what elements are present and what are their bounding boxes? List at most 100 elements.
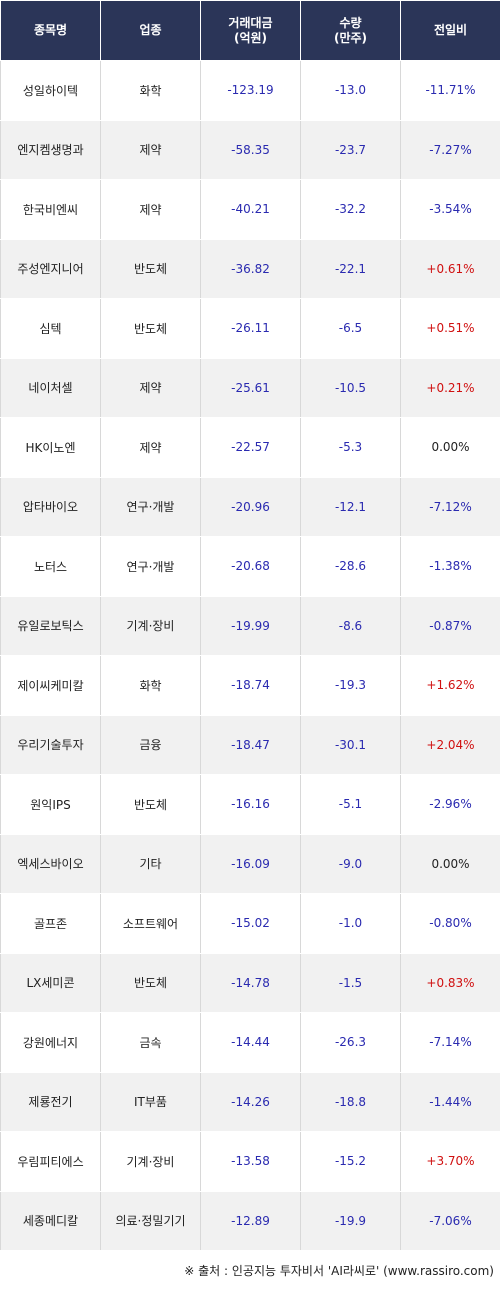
amount-cell: -22.57	[200, 417, 301, 478]
volume-cell: -5.3	[300, 417, 401, 478]
table-row: 원익IPS 반도체 -16.16 -5.1 -2.96%	[0, 774, 500, 835]
sector-cell: 화학	[100, 655, 201, 716]
stock-name-cell: 주성엔지니어	[0, 239, 101, 299]
stock-name-cell: 심텍	[0, 298, 101, 359]
amount-cell: -14.44	[200, 1012, 301, 1073]
stock-name-cell: 한국비엔씨	[0, 179, 101, 240]
amount-cell: -16.09	[200, 834, 301, 894]
header-volume: 수량 (만주)	[300, 0, 401, 61]
stock-name-cell: 원익IPS	[0, 774, 101, 835]
stock-name-cell: 우리기술투자	[0, 715, 101, 775]
amount-cell: -19.99	[200, 596, 301, 656]
stock-name-cell: 성일하이텍	[0, 60, 101, 121]
change-cell: -7.12%	[400, 477, 500, 537]
sector-cell: 제약	[100, 179, 201, 240]
change-cell: -1.38%	[400, 536, 500, 597]
table-row: 엔지켐생명과 제약 -58.35 -23.7 -7.27%	[0, 120, 500, 180]
amount-cell: -58.35	[200, 120, 301, 180]
table-row: 네이처셀 제약 -25.61 -10.5 +0.21%	[0, 358, 500, 418]
table-row: 제룡전기 IT부품 -14.26 -18.8 -1.44%	[0, 1072, 500, 1132]
volume-cell: -19.3	[300, 655, 401, 716]
amount-cell: -18.74	[200, 655, 301, 716]
table-row: 강원에너지 금속 -14.44 -26.3 -7.14%	[0, 1012, 500, 1073]
sector-cell: 의료·정밀기기	[100, 1191, 201, 1251]
change-cell: +2.04%	[400, 715, 500, 775]
volume-cell: -12.1	[300, 477, 401, 537]
sector-cell: 기계·장비	[100, 596, 201, 656]
volume-cell: -13.0	[300, 60, 401, 121]
stock-name-cell: 골프존	[0, 893, 101, 954]
sector-cell: 화학	[100, 60, 201, 121]
volume-cell: -9.0	[300, 834, 401, 894]
sector-cell: 기계·장비	[100, 1131, 201, 1192]
change-cell: -0.87%	[400, 596, 500, 656]
table-row: 유일로보틱스 기계·장비 -19.99 -8.6 -0.87%	[0, 596, 500, 656]
stock-name-cell: HK이노엔	[0, 417, 101, 478]
volume-cell: -28.6	[300, 536, 401, 597]
stock-name-cell: 세종메디칼	[0, 1191, 101, 1251]
table-row: 엑세스바이오 기타 -16.09 -9.0 0.00%	[0, 834, 500, 894]
table-row: 노터스 연구·개발 -20.68 -28.6 -1.38%	[0, 536, 500, 597]
table-row: HK이노엔 제약 -22.57 -5.3 0.00%	[0, 417, 500, 478]
volume-cell: -32.2	[300, 179, 401, 240]
change-cell: +3.70%	[400, 1131, 500, 1192]
amount-cell: -14.26	[200, 1072, 301, 1132]
sector-cell: 제약	[100, 417, 201, 478]
volume-cell: -26.3	[300, 1012, 401, 1073]
volume-cell: -15.2	[300, 1131, 401, 1192]
amount-cell: -36.82	[200, 239, 301, 299]
stock-name-cell: 노터스	[0, 536, 101, 597]
table-row: 우리기술투자 금융 -18.47 -30.1 +2.04%	[0, 715, 500, 775]
amount-cell: -123.19	[200, 60, 301, 121]
change-cell: +0.83%	[400, 953, 500, 1013]
change-cell: -1.44%	[400, 1072, 500, 1132]
change-cell: -3.54%	[400, 179, 500, 240]
volume-cell: -23.7	[300, 120, 401, 180]
stock-name-cell: 유일로보틱스	[0, 596, 101, 656]
sector-cell: 반도체	[100, 239, 201, 299]
sector-cell: 금융	[100, 715, 201, 775]
table-row: 성일하이텍 화학 -123.19 -13.0 -11.71%	[0, 60, 500, 121]
source-note: ※ 출처 : 인공지능 투자비서 'AI라씨로' (www.rassiro.co…	[184, 1264, 494, 1278]
stock-table: 종목명 업종 거래대금 (억원) 수량 (만주) 전일비 성일하이텍 화학 -123…	[0, 0, 500, 1251]
table-row: 한국비엔씨 제약 -40.21 -32.2 -3.54%	[0, 179, 500, 240]
sector-cell: IT부품	[100, 1072, 201, 1132]
change-cell: -0.80%	[400, 893, 500, 954]
sector-cell: 연구·개발	[100, 477, 201, 537]
amount-cell: -13.58	[200, 1131, 301, 1192]
sector-cell: 제약	[100, 358, 201, 418]
table-row: 세종메디칼 의료·정밀기기 -12.89 -19.9 -7.06%	[0, 1191, 500, 1251]
volume-cell: -1.5	[300, 953, 401, 1013]
sector-cell: 금속	[100, 1012, 201, 1073]
table-row: 심텍 반도체 -26.11 -6.5 +0.51%	[0, 298, 500, 359]
change-cell: 0.00%	[400, 834, 500, 894]
header-amount: 거래대금 (억원)	[200, 0, 301, 61]
change-cell: +0.61%	[400, 239, 500, 299]
sector-cell: 소프트웨어	[100, 893, 201, 954]
volume-cell: -19.9	[300, 1191, 401, 1251]
volume-cell: -8.6	[300, 596, 401, 656]
change-cell: -11.71%	[400, 60, 500, 121]
table-row: 제이씨케미칼 화학 -18.74 -19.3 +1.62%	[0, 655, 500, 716]
change-cell: -2.96%	[400, 774, 500, 835]
header-name: 종목명	[0, 0, 101, 61]
amount-cell: -26.11	[200, 298, 301, 359]
header-sector: 업종	[100, 0, 201, 61]
table-row: 주성엔지니어 반도체 -36.82 -22.1 +0.61%	[0, 239, 500, 299]
table-row: LX세미콘 반도체 -14.78 -1.5 +0.83%	[0, 953, 500, 1013]
volume-cell: -6.5	[300, 298, 401, 359]
change-cell: -7.14%	[400, 1012, 500, 1073]
volume-cell: -5.1	[300, 774, 401, 835]
amount-cell: -40.21	[200, 179, 301, 240]
table-row: 압타바이오 연구·개발 -20.96 -12.1 -7.12%	[0, 477, 500, 537]
change-cell: +1.62%	[400, 655, 500, 716]
change-cell: +0.21%	[400, 358, 500, 418]
sector-cell: 연구·개발	[100, 536, 201, 597]
table-row: 우림피티에스 기계·장비 -13.58 -15.2 +3.70%	[0, 1131, 500, 1192]
stock-name-cell: 네이처셀	[0, 358, 101, 418]
amount-cell: -16.16	[200, 774, 301, 835]
table-header-row: 종목명 업종 거래대금 (억원) 수량 (만주) 전일비	[0, 0, 500, 61]
volume-cell: -10.5	[300, 358, 401, 418]
sector-cell: 반도체	[100, 298, 201, 359]
volume-cell: -30.1	[300, 715, 401, 775]
